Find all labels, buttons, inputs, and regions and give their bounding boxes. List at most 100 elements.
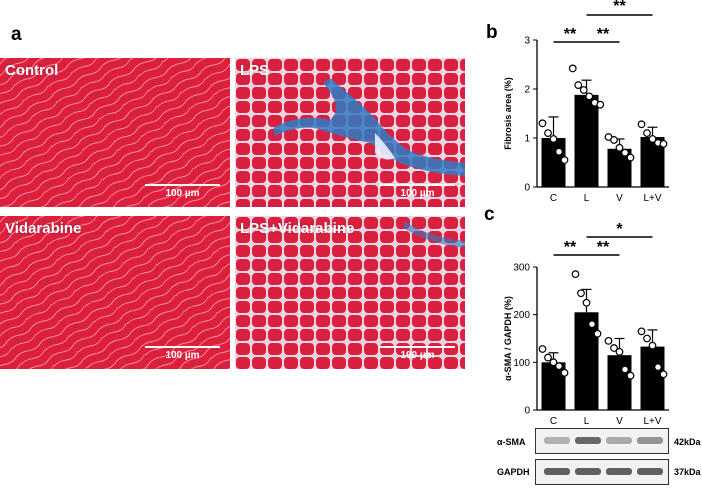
panel-label-b: b xyxy=(486,22,498,43)
y-tick-label: 1 xyxy=(524,134,530,145)
x-tick-label: L+V xyxy=(643,193,661,204)
data-point xyxy=(621,365,629,374)
muscle-tissue-image xyxy=(0,58,230,207)
data-point xyxy=(582,298,591,307)
data-point xyxy=(538,119,547,128)
blot-kda-gapdh: 37kDa xyxy=(674,467,701,477)
x-tick-label: C xyxy=(550,193,557,204)
bar xyxy=(607,355,632,410)
x-tick-label: C xyxy=(550,416,557,425)
muscle-tissue-fibrosis-image xyxy=(235,58,465,207)
data-point xyxy=(643,334,651,343)
data-point xyxy=(555,362,563,371)
significance-label: ** xyxy=(564,239,577,256)
blot-band xyxy=(637,437,663,444)
y-tick-label: 200 xyxy=(513,310,530,321)
data-point xyxy=(544,353,552,362)
data-point xyxy=(637,327,646,336)
data-point xyxy=(568,64,577,73)
bar xyxy=(574,312,599,410)
data-point xyxy=(577,289,585,298)
data-point xyxy=(571,270,580,279)
scale-bar: 100 µm xyxy=(145,184,220,199)
significance-label: ** xyxy=(613,0,626,15)
blot-label-gapdh: GAPDH xyxy=(497,467,530,477)
y-tick-label: 3 xyxy=(524,36,530,47)
data-point xyxy=(588,320,596,329)
significance-label: ** xyxy=(564,26,577,43)
y-axis-label: α-SMA / GAPDH (%) xyxy=(503,296,513,381)
data-point xyxy=(621,148,629,157)
y-tick-label: 100 xyxy=(513,358,530,369)
data-point xyxy=(574,81,583,89)
scale-bar: 100 µm xyxy=(380,184,455,199)
data-point xyxy=(560,368,569,377)
micrograph-label: Control xyxy=(5,62,59,79)
data-point xyxy=(610,136,618,144)
blot-band xyxy=(544,468,570,475)
muscle-tissue-image xyxy=(0,216,230,369)
scale-bar: 100 µm xyxy=(145,346,220,361)
data-point xyxy=(648,135,657,143)
bar xyxy=(640,346,665,410)
data-point xyxy=(560,156,569,164)
data-point xyxy=(585,92,594,101)
blot-band xyxy=(544,437,570,444)
micrograph-label: LPS xyxy=(240,62,270,79)
data-point xyxy=(626,371,635,380)
blot-band xyxy=(606,468,632,475)
significance-label: * xyxy=(616,221,623,238)
x-tick-label: V xyxy=(616,193,623,204)
x-tick-label: L xyxy=(584,416,590,425)
data-point xyxy=(637,120,646,129)
scale-bar: 100 µm xyxy=(380,346,455,361)
significance-label: ** xyxy=(597,239,610,256)
data-point xyxy=(643,129,651,137)
bar xyxy=(541,362,566,410)
micrograph-lps-vidarabine: LPS+Vidarabine 100 µm xyxy=(235,216,465,369)
x-tick-label: L+V xyxy=(643,416,661,425)
y-axis-label: Fibrosis area (%) xyxy=(503,77,513,150)
data-point xyxy=(538,345,547,353)
y-tick-label: 300 xyxy=(513,263,530,274)
data-point xyxy=(549,135,558,143)
blot-band xyxy=(637,468,663,475)
data-point xyxy=(610,344,618,352)
blot-asma xyxy=(535,428,669,454)
panel-label-c: c xyxy=(484,204,495,225)
data-point xyxy=(626,153,635,162)
y-tick-label: 2 xyxy=(524,85,530,96)
data-point xyxy=(555,147,563,156)
x-tick-label: L xyxy=(584,193,590,204)
micrograph-vidarabine: Vidarabine 100 µm xyxy=(0,216,230,369)
micrograph-control: Control 100 µm xyxy=(0,58,230,207)
data-point xyxy=(659,370,668,379)
fibrosis-bar-chart: 0 1 2 3 Fibrosis area (%) C L V L+V ** ** ** xyxy=(494,0,694,220)
data-point xyxy=(549,358,558,367)
micrograph-lps: LPS 100 µm xyxy=(235,58,465,207)
data-point xyxy=(654,363,662,372)
bar xyxy=(574,94,599,187)
micrograph-label: Vidarabine xyxy=(5,220,82,237)
blot-band xyxy=(606,437,632,444)
data-point xyxy=(579,86,588,94)
data-point xyxy=(544,129,552,137)
data-point xyxy=(615,143,624,152)
blot-kda-asma: 42kDa xyxy=(674,437,701,447)
blot-label-asma: α-SMA xyxy=(497,437,526,447)
blot-gapdh xyxy=(535,459,669,485)
muscle-tissue-image xyxy=(235,216,465,369)
y-tick-label: 0 xyxy=(524,183,530,194)
data-point xyxy=(604,336,613,345)
data-point xyxy=(648,341,657,350)
micrograph-label: LPS+Vidarabine xyxy=(240,220,355,237)
panel-label-a: a xyxy=(11,24,22,45)
blot-band xyxy=(575,437,601,444)
x-tick-label: V xyxy=(616,416,623,425)
data-point xyxy=(596,100,605,109)
y-tick-label: 0 xyxy=(524,406,530,417)
data-point xyxy=(659,139,668,148)
data-point xyxy=(593,329,602,338)
